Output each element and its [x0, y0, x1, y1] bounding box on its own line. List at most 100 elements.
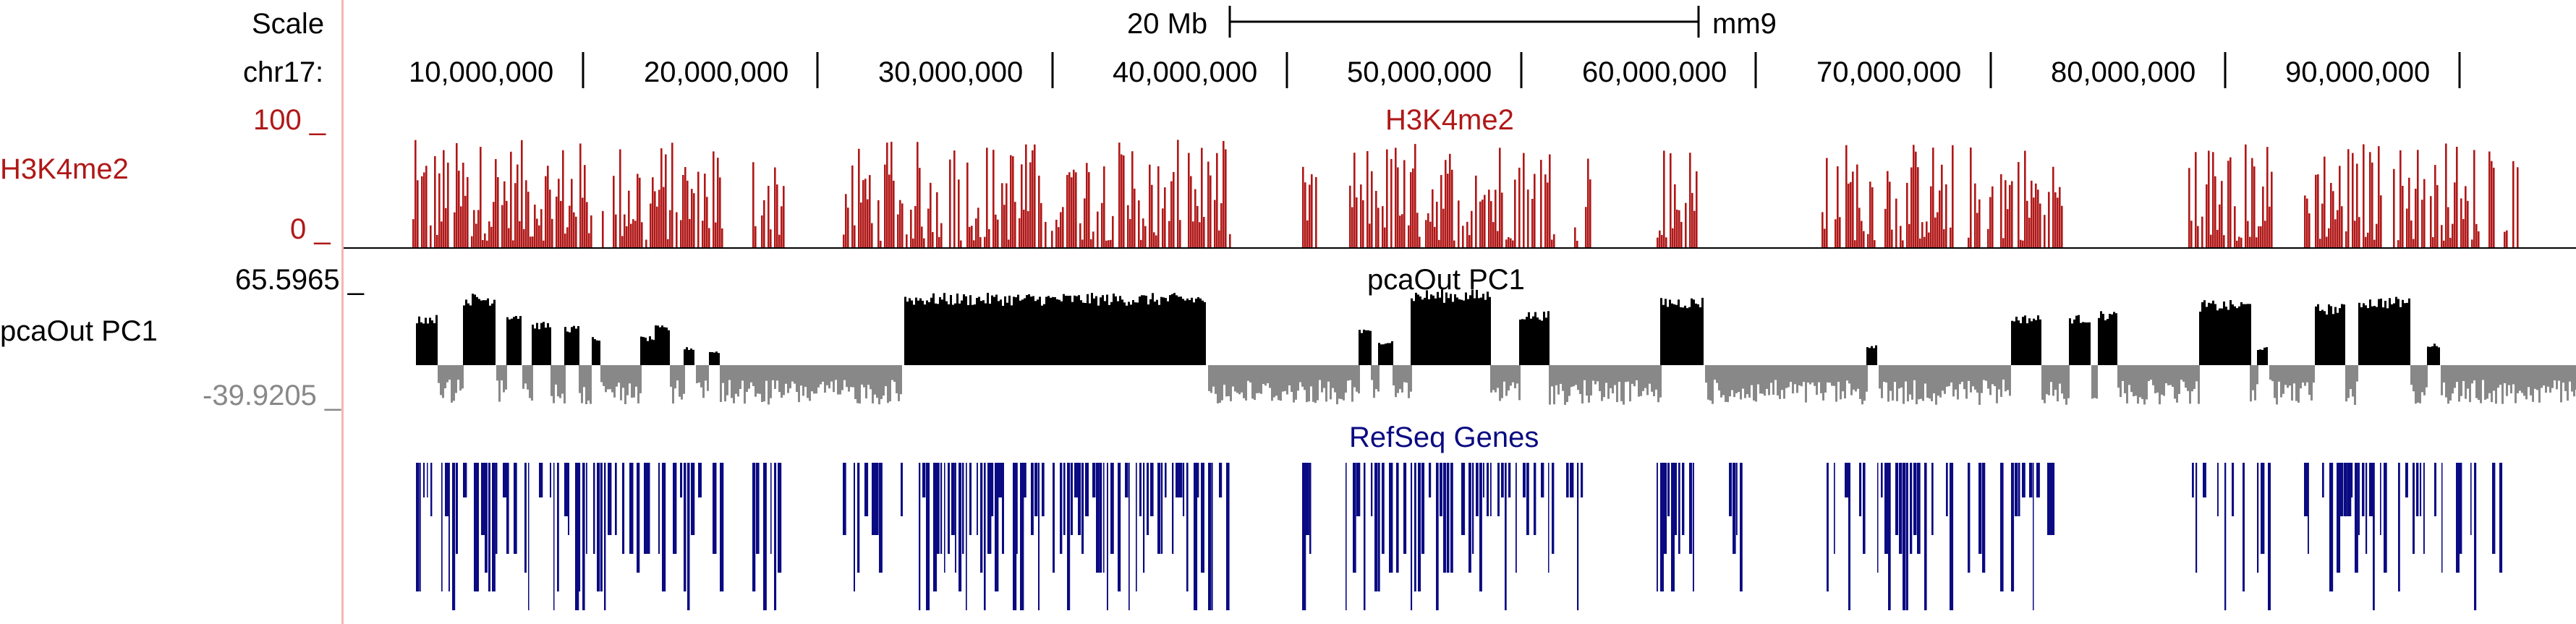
- signal-bar: [2199, 312, 2201, 365]
- signal-bar: [446, 365, 449, 382]
- gene-feature: [1924, 463, 1927, 610]
- pca-track-label[interactable]: pcaOut PC1: [0, 315, 158, 347]
- signal-bar: [995, 294, 998, 365]
- gene-feature: [1020, 463, 1024, 610]
- signal-bar: [666, 328, 668, 365]
- gene-feature: [2362, 463, 2365, 516]
- signal-bar: [2234, 306, 2236, 365]
- signal-bar: [2413, 365, 2415, 392]
- signal-bar: [781, 365, 783, 398]
- signal-bar: [527, 192, 530, 248]
- signal-bar: [1015, 297, 1017, 365]
- signal-bar: [474, 294, 476, 365]
- gene-feature: [1859, 463, 1862, 516]
- signal-bar: [2376, 307, 2378, 365]
- signal-bar: [872, 365, 874, 403]
- signal-bar: [1955, 365, 1957, 390]
- signal-bar: [2046, 365, 2048, 395]
- signal-bar: [460, 206, 462, 248]
- signal-bar: [538, 225, 540, 248]
- signal-bar: [2415, 365, 2417, 404]
- signal-bar: [1345, 365, 1347, 393]
- signal-bar: [1680, 221, 1683, 248]
- signal-bar: [1691, 298, 1693, 365]
- signal-bar: [1162, 208, 1164, 248]
- signal-bar: [2399, 307, 2402, 365]
- gene-feature: [1501, 463, 1504, 497]
- signal-bar: [1055, 219, 1058, 248]
- gene-feature: [1013, 463, 1017, 610]
- gene-feature: [2456, 463, 2460, 573]
- signal-bar: [2124, 365, 2126, 393]
- signal-bar: [1469, 295, 1471, 365]
- signal-bar: [1461, 299, 1463, 365]
- signal-bar: [899, 200, 901, 248]
- signal-bar: [1243, 365, 1245, 398]
- signal-bar: [1853, 365, 1855, 390]
- signal-bar: [1380, 344, 1382, 365]
- signal-bar: [1063, 294, 1065, 365]
- signal-bar: [763, 365, 765, 402]
- gene-feature: [1946, 463, 1948, 516]
- refseq-track-title: RefSeq Genes: [1349, 422, 1539, 453]
- signal-bar: [733, 365, 735, 403]
- gene-feature: [1827, 463, 1829, 591]
- signal-bar: [1753, 365, 1755, 401]
- signal-bar: [858, 148, 860, 248]
- signal-bar: [2007, 209, 2009, 248]
- signal-bar: [954, 303, 956, 365]
- gene-feature: [2243, 463, 2245, 591]
- signal-bar: [1284, 365, 1286, 391]
- signal-bar: [1968, 365, 1970, 381]
- signal-bar: [421, 176, 423, 248]
- signal-bar: [2399, 150, 2402, 248]
- signal-bar: [536, 218, 538, 248]
- signal-bar: [2452, 365, 2454, 394]
- signal-bar: [1299, 365, 1301, 382]
- signal-bar: [1928, 232, 1930, 248]
- signal-bar: [930, 297, 932, 365]
- signal-bar: [2148, 365, 2150, 382]
- signal-bar: [2287, 365, 2289, 388]
- signal-bar: [1450, 294, 1452, 365]
- signal-bar: [1965, 365, 1968, 399]
- signal-bar: [1178, 296, 1180, 365]
- signal-bar: [1590, 365, 1592, 396]
- gene-feature: [1487, 463, 1489, 516]
- signal-bar: [2541, 365, 2543, 388]
- gene-feature: [879, 463, 883, 573]
- signal-bar: [800, 365, 802, 386]
- signal-bar: [731, 365, 733, 398]
- signal-bar: [2382, 307, 2384, 365]
- signal-bar: [867, 365, 870, 385]
- gene-feature: [2474, 463, 2477, 610]
- signal-bar: [2190, 221, 2193, 248]
- signal-bar: [1442, 208, 1445, 248]
- signal-bar: [1589, 179, 1591, 248]
- signal-bar: [566, 227, 569, 248]
- gene-feature: [1371, 463, 1373, 516]
- signal-bar: [1881, 365, 1883, 398]
- gene-feature: [1411, 463, 1413, 610]
- signal-bar: [454, 212, 456, 248]
- signal-bar: [939, 296, 941, 365]
- gene-feature: [1978, 463, 1982, 554]
- signal-bar: [1549, 154, 1551, 248]
- gene-feature: [420, 463, 421, 591]
- signal-bar: [884, 164, 886, 248]
- ruler-graphics: [582, 6, 2461, 88]
- gene-feature: [1950, 463, 1954, 610]
- gene-feature: [647, 463, 650, 554]
- signal-bar: [465, 299, 467, 365]
- signal-bar: [945, 301, 948, 365]
- signal-bar: [1547, 311, 1550, 365]
- signal-bar: [1217, 365, 1219, 403]
- signal-bar: [2278, 365, 2280, 382]
- signal-bar: [1905, 365, 1907, 382]
- signal-bar: [2556, 365, 2558, 390]
- h3k4me2-track-label[interactable]: H3K4me2: [0, 153, 129, 185]
- signal-bar: [1401, 214, 1403, 248]
- gene-feature: [564, 463, 569, 516]
- signal-bar: [1362, 200, 1364, 248]
- gene-feature: [1110, 463, 1114, 554]
